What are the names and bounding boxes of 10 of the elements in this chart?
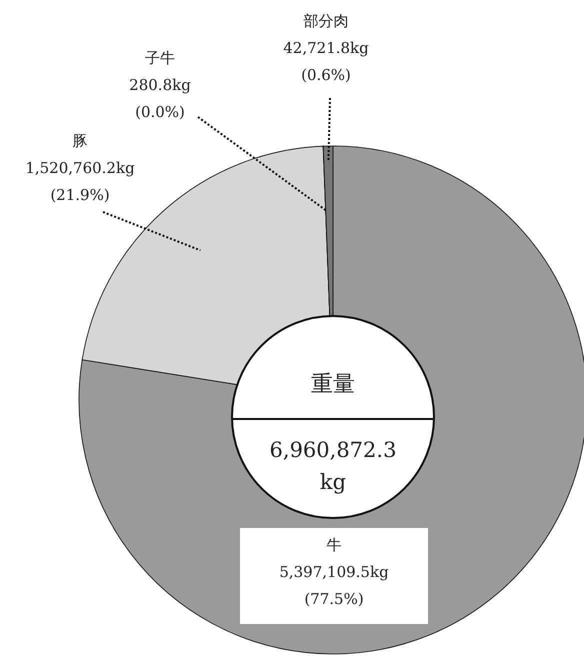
text: 重量 — [311, 372, 355, 397]
data-label: 1,520,760.2kg (21.9%) — [25, 159, 136, 204]
slice-label: 部分肉 — [304, 12, 348, 30]
slice-label: 子牛 — [145, 49, 175, 67]
slice-label: 牛 — [326, 536, 342, 554]
text: 6,960,872.3 kg — [270, 438, 396, 494]
data-label: 42,721.8kg (0.6%) — [283, 39, 370, 84]
data-label: 5,397,109.5kg (77.5%) — [279, 563, 390, 608]
slice-label: 豚 — [72, 132, 88, 150]
data-label: 280.8kg (0.0%) — [129, 76, 192, 121]
